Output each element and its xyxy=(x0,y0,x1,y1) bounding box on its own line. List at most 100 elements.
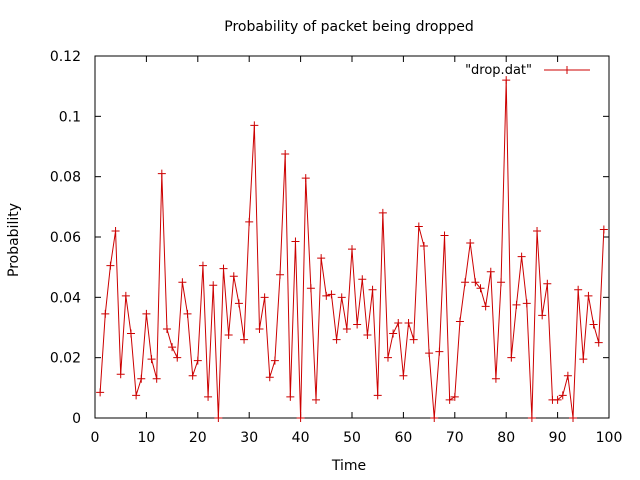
data-point xyxy=(563,371,572,380)
data-point xyxy=(368,285,377,294)
x-axis-label: Time xyxy=(331,458,366,474)
data-point xyxy=(517,252,526,261)
data-point xyxy=(502,76,511,85)
legend-marker-sample xyxy=(563,66,571,74)
data-point xyxy=(522,299,531,308)
x-tick-label: 80 xyxy=(497,430,515,446)
data-point xyxy=(173,353,182,362)
data-point xyxy=(358,275,367,284)
y-axis-label: Probability xyxy=(6,203,22,277)
y-tick-label: 0.06 xyxy=(50,230,81,246)
data-point xyxy=(394,318,403,327)
data-point xyxy=(353,320,362,329)
data-point xyxy=(342,325,351,334)
y-tick-label: 0.02 xyxy=(50,351,81,367)
data-point xyxy=(96,388,105,397)
data-point xyxy=(599,225,608,234)
data-point xyxy=(383,353,392,362)
data-point xyxy=(250,121,259,130)
data-point xyxy=(276,270,285,279)
data-point xyxy=(558,391,567,400)
data-point xyxy=(126,329,135,338)
data-point xyxy=(527,414,536,422)
data-point xyxy=(512,300,521,309)
data-point xyxy=(363,331,372,340)
axis-ticks: 0 10 20 30 40 50 60 70 80 90 100 0 0.02 0.04 0.06 0.08 0… xyxy=(50,49,623,446)
data-point xyxy=(162,325,171,334)
data-point xyxy=(178,278,187,287)
data-point xyxy=(106,261,115,270)
data-point xyxy=(111,226,120,235)
y-tick-label: 0.12 xyxy=(50,49,81,65)
data-point xyxy=(224,331,233,340)
x-tick-label: 70 xyxy=(446,430,464,446)
data-point xyxy=(291,237,300,246)
x-tick-label: 10 xyxy=(137,430,155,446)
data-point xyxy=(461,278,470,287)
data-point xyxy=(240,335,249,344)
series-drop-dat xyxy=(96,76,608,422)
data-point xyxy=(152,374,161,383)
data-point xyxy=(507,353,516,362)
data-point xyxy=(219,264,228,273)
x-tick-label: 40 xyxy=(292,430,310,446)
x-tick-label: 90 xyxy=(549,430,567,446)
data-point xyxy=(142,309,151,318)
data-point xyxy=(476,284,485,293)
data-point xyxy=(322,291,331,300)
data-point xyxy=(234,299,243,308)
data-point xyxy=(214,414,223,422)
data-point xyxy=(445,395,454,404)
legend-label: "drop.dat" xyxy=(465,63,532,78)
data-point xyxy=(543,279,552,288)
data-point xyxy=(584,291,593,300)
data-point xyxy=(183,309,192,318)
data-point xyxy=(409,335,418,344)
data-point xyxy=(198,261,207,270)
data-point xyxy=(327,290,336,299)
data-point xyxy=(281,150,290,159)
data-point xyxy=(260,293,269,302)
data-point xyxy=(471,278,480,287)
data-point xyxy=(137,374,146,383)
data-point xyxy=(486,267,495,276)
data-point xyxy=(389,329,398,338)
data-point xyxy=(265,373,274,382)
data-point xyxy=(312,395,321,404)
data-point xyxy=(270,356,279,365)
data-point xyxy=(533,226,542,235)
data-point xyxy=(317,254,326,263)
data-point xyxy=(491,374,500,383)
x-tick-label: 30 xyxy=(240,430,258,446)
data-point xyxy=(204,392,213,401)
data-point xyxy=(373,391,382,400)
data-point xyxy=(306,284,315,293)
data-point xyxy=(497,278,506,287)
data-point xyxy=(229,272,238,281)
data-point xyxy=(301,174,310,183)
x-tick-label: 100 xyxy=(596,430,623,446)
x-tick-label: 0 xyxy=(91,430,100,446)
data-point xyxy=(466,239,475,248)
data-point xyxy=(188,371,197,380)
data-point xyxy=(455,317,464,326)
data-point xyxy=(569,414,578,422)
chart-title: Probability of packet being dropped xyxy=(224,19,474,35)
data-point xyxy=(579,355,588,364)
x-tick-label: 20 xyxy=(189,430,207,446)
data-point xyxy=(116,370,125,379)
plot-frame xyxy=(94,55,610,419)
data-point xyxy=(553,395,562,404)
data-point xyxy=(435,347,444,356)
data-point xyxy=(574,285,583,294)
data-point xyxy=(450,392,459,401)
data-point xyxy=(157,169,166,178)
data-point xyxy=(245,217,254,226)
y-tick-label: 0 xyxy=(72,411,81,427)
data-point xyxy=(378,208,387,217)
data-point xyxy=(419,242,428,251)
y-tick-label: 0.08 xyxy=(50,170,81,186)
x-tick-label: 60 xyxy=(394,430,412,446)
data-point xyxy=(193,356,202,365)
